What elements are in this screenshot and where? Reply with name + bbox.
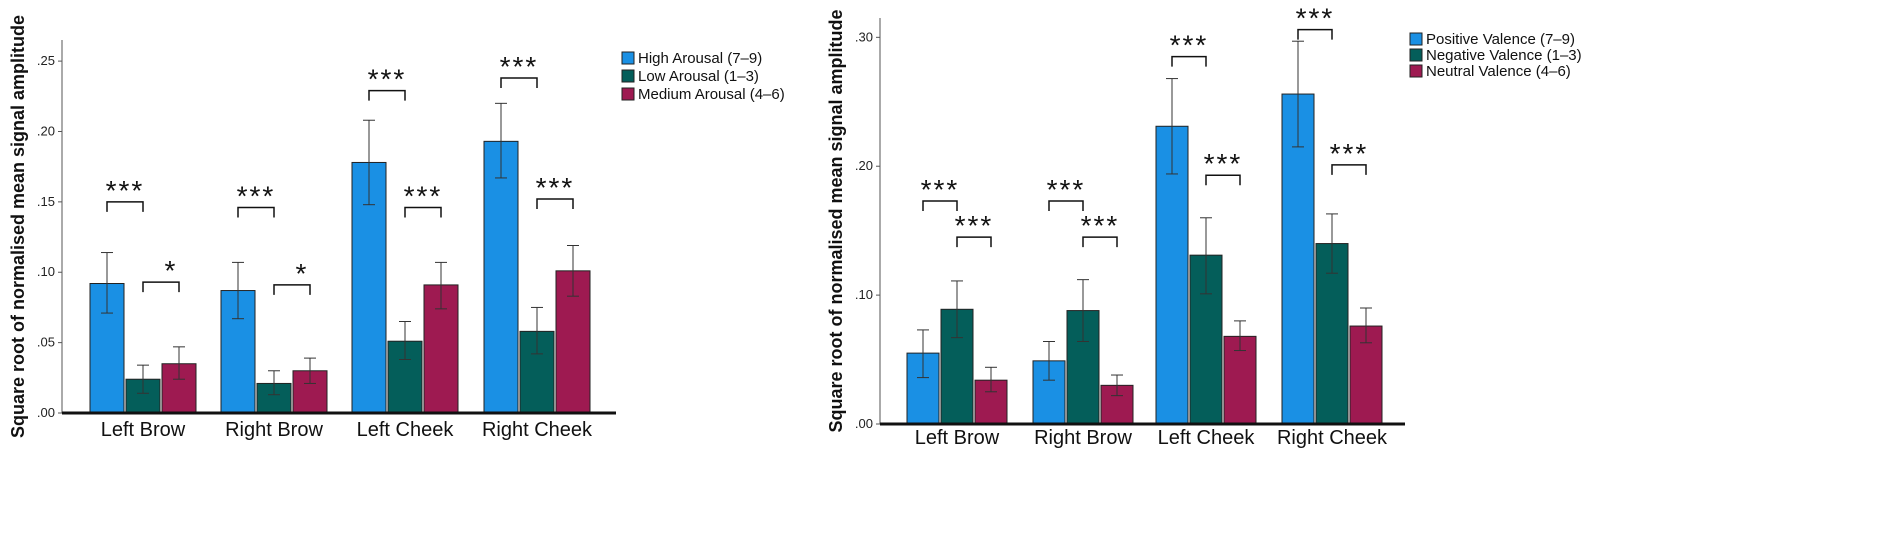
significance-label: ***	[500, 51, 539, 82]
y-tick-label: .15	[37, 194, 55, 209]
y-tick-label: .20	[37, 123, 55, 138]
legend-swatch	[621, 51, 635, 65]
significance-bracket	[536, 198, 574, 210]
legend-label: Medium Arousal (4–6)	[638, 86, 785, 103]
bar	[1281, 93, 1315, 425]
significance-bracket	[1048, 200, 1084, 212]
y-tick-label: .05	[37, 335, 55, 350]
legend-swatch	[1409, 32, 1423, 46]
y-tick-label: .25	[37, 53, 55, 68]
significance-bracket	[1082, 236, 1118, 248]
significance-bracket	[500, 77, 538, 89]
legend-label: Low Arousal (1–3)	[638, 68, 759, 85]
significance-label: ***	[921, 174, 960, 205]
y-tick-label: .00	[37, 405, 55, 420]
significance-label: ***	[1296, 3, 1335, 34]
significance-label: ***	[106, 175, 145, 206]
significance-label: ***	[1170, 30, 1209, 61]
bar	[1100, 384, 1134, 425]
significance-bracket	[956, 236, 992, 248]
significance-label: ***	[1204, 148, 1243, 179]
y-tick-label: .10	[855, 287, 873, 302]
significance-bracket	[922, 200, 958, 212]
significance-bracket	[1171, 55, 1207, 67]
significance-label: ***	[1047, 174, 1086, 205]
bar	[483, 140, 519, 414]
significance-bracket	[273, 284, 311, 295]
significance-label: ***	[237, 180, 276, 211]
x-category-label: Left Cheek	[357, 419, 455, 441]
significance-bracket	[1331, 164, 1367, 175]
x-category-label: Right Cheek	[482, 419, 593, 441]
significance-label: *	[165, 255, 178, 286]
legend-label: High Arousal (7–9)	[638, 50, 762, 67]
significance-bracket	[106, 201, 144, 212]
bar	[519, 330, 555, 414]
significance-label: ***	[368, 64, 407, 95]
significance-bracket	[142, 281, 180, 293]
legend-swatch	[621, 69, 635, 83]
y-axis-title: Square root of normalised mean signal am…	[8, 15, 28, 438]
significance-label: ***	[404, 180, 443, 211]
legend-label: Negative Valence (1–3)	[1426, 47, 1582, 64]
significance-label: *	[296, 258, 309, 289]
y-tick-label: .30	[855, 29, 873, 44]
y-tick-label: .20	[855, 158, 873, 173]
y-tick-label: .10	[37, 264, 55, 279]
significance-bracket	[237, 206, 275, 218]
significance-label: ***	[955, 210, 994, 241]
arousal-chart: .00 .05 .10 .15 .20 .25 Square root of normali…	[8, 15, 785, 441]
x-category-label: Right Brow	[225, 419, 323, 441]
significance-bracket	[1297, 28, 1333, 40]
x-category-label: Left Brow	[101, 419, 186, 441]
y-tick-label: .00	[855, 416, 873, 431]
legend-label: Neutral Valence (4–6)	[1426, 63, 1571, 80]
y-axis-title: Square root of normalised mean signal am…	[826, 9, 846, 432]
legend-swatch	[1409, 64, 1423, 78]
x-category-label: Left Cheek	[1158, 427, 1256, 449]
significance-label: ***	[1330, 138, 1369, 169]
significance-bracket	[1205, 174, 1241, 186]
x-category-label: Right Cheek	[1277, 427, 1388, 449]
x-category-label: Right Brow	[1034, 427, 1132, 449]
significance-bracket	[404, 206, 442, 218]
x-category-label: Left Brow	[915, 427, 1000, 449]
legend-swatch	[621, 87, 635, 101]
significance-bracket	[368, 89, 406, 101]
legend-label: Positive Valence (7–9)	[1426, 31, 1575, 48]
valence-chart: .00 .10 .20 .30 Square root of normalised me…	[826, 3, 1582, 449]
significance-label: ***	[1081, 210, 1120, 241]
legend-swatch	[1409, 48, 1423, 62]
significance-label: ***	[536, 172, 575, 203]
